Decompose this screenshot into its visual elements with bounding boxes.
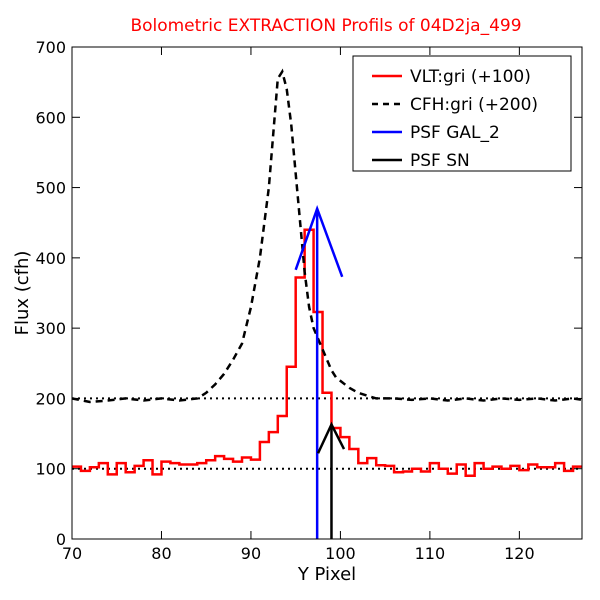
y-axis-label: Flux (cfh)	[12, 251, 33, 336]
legend-label: PSF SN	[410, 151, 470, 171]
axes: 70 80 90 100 110 120 0 100 200 300 400 500 600 700	[35, 38, 582, 563]
y-tick-label: 300	[35, 319, 66, 338]
chart-title: Bolometric EXTRACTION Profils of 04D2ja_…	[130, 16, 521, 36]
psf-gal-2-arrowhead	[294, 204, 344, 278]
y-tick-label: 0	[56, 530, 66, 549]
legend: VLT:gri (+100) CFH:gri (+200) PSF GAL_2 PSF…	[352, 55, 572, 172]
y-tick-label: 200	[35, 389, 66, 408]
legend-label: VLT:gri (+100)	[410, 67, 531, 87]
y-tick-label: 700	[35, 38, 66, 57]
y-tick-label: 100	[35, 460, 66, 479]
x-tick-label: 100	[325, 544, 356, 563]
y-tick-label: 400	[35, 249, 66, 268]
plot-area	[72, 68, 582, 539]
series-step-vlt	[72, 228, 582, 477]
legend-label: PSF GAL_2	[410, 123, 500, 143]
series-line-cfh	[72, 68, 582, 404]
x-tick-label: 70	[62, 544, 82, 563]
x-tick-label: 80	[151, 544, 171, 563]
psf-sn-arrowhead	[316, 421, 346, 454]
x-tick-label: 90	[241, 544, 261, 563]
legend-label: CFH:gri (+200)	[410, 95, 538, 115]
x-tick-label: 110	[415, 544, 446, 563]
plot-frame	[71, 46, 583, 540]
y-tick-label: 500	[35, 179, 66, 198]
y-tick-label: 600	[35, 108, 66, 127]
x-tick-label: 120	[504, 544, 535, 563]
x-axis-label: Y Pixel	[297, 564, 356, 585]
